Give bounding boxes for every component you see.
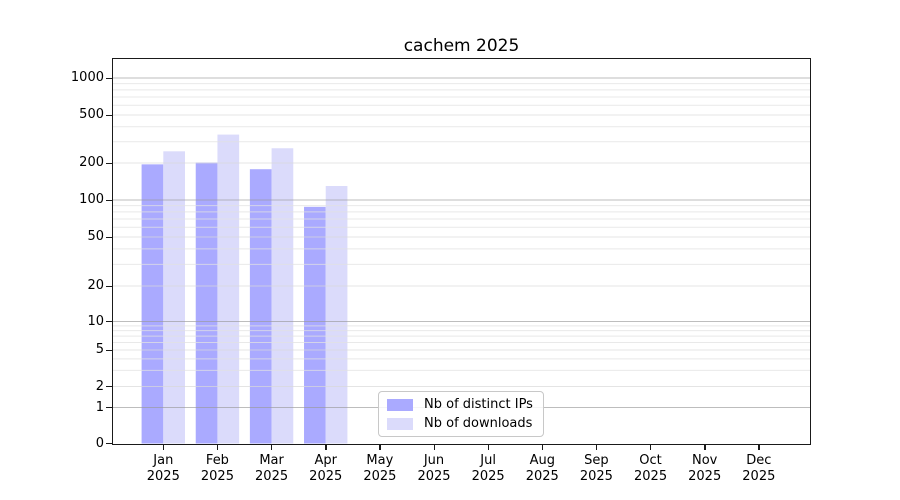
x-tick-mark bbox=[487, 444, 490, 450]
y-tick-label: 500 bbox=[79, 107, 104, 122]
legend-entry-distinct-ips: Nb of distinct IPs bbox=[387, 397, 533, 412]
y-tick-mark bbox=[106, 349, 113, 351]
legend-label-distinct-ips: Nb of distinct IPs bbox=[424, 397, 533, 412]
x-tick-label: Nov 2025 bbox=[688, 453, 722, 484]
y-tick-label: 1 bbox=[95, 399, 104, 415]
x-tick-label: Jul 2025 bbox=[471, 453, 505, 484]
x-tick-mark bbox=[162, 444, 165, 450]
y-tick-label: 100 bbox=[79, 192, 104, 207]
bar bbox=[141, 164, 164, 444]
x-tick-mark bbox=[216, 444, 219, 450]
bar bbox=[195, 162, 218, 444]
y-tick-label: 20 bbox=[87, 278, 104, 293]
y-tick-mark bbox=[106, 285, 113, 287]
x-tick-label: Jun 2025 bbox=[417, 453, 451, 484]
legend-label-downloads: Nb of downloads bbox=[424, 416, 533, 431]
chart-title: cachem 2025 bbox=[403, 36, 520, 56]
x-tick-label: Dec 2025 bbox=[742, 453, 776, 484]
plot-area bbox=[113, 77, 810, 444]
x-tick-mark bbox=[379, 444, 381, 450]
y-tick-mark bbox=[106, 443, 113, 445]
y-tick-mark bbox=[106, 407, 113, 409]
y-tick-mark bbox=[106, 114, 113, 116]
x-tick-label: Apr 2025 bbox=[309, 453, 343, 484]
legend-swatch-distinct-ips bbox=[387, 398, 413, 411]
x-tick-mark bbox=[595, 444, 598, 450]
y-tick-label: 5 bbox=[95, 342, 104, 357]
x-tick-mark bbox=[271, 444, 273, 450]
x-tick-label: Feb 2025 bbox=[200, 453, 234, 484]
legend-entry-downloads: Nb of downloads bbox=[387, 416, 533, 431]
x-tick-mark bbox=[433, 444, 435, 450]
x-tick-label: Oct 2025 bbox=[634, 453, 668, 484]
y-tick-mark bbox=[106, 199, 113, 201]
bar bbox=[163, 151, 185, 444]
y-tick-mark bbox=[106, 162, 113, 164]
legend: Nb of distinct IPs Nb of downloads bbox=[378, 391, 544, 437]
y-tick-label: 2 bbox=[95, 378, 104, 394]
x-tick-label: Jan 2025 bbox=[146, 453, 180, 484]
y-tick-mark bbox=[106, 386, 113, 388]
x-tick-mark bbox=[650, 444, 652, 450]
x-tick-label: Aug 2025 bbox=[525, 453, 559, 484]
y-tick-label: 200 bbox=[79, 155, 104, 170]
bar bbox=[271, 148, 294, 444]
y-tick-mark bbox=[106, 236, 113, 238]
x-tick-label: Sep 2025 bbox=[579, 453, 613, 484]
legend-swatch-downloads bbox=[387, 417, 413, 430]
bar bbox=[304, 206, 326, 444]
x-tick-label: May 2025 bbox=[363, 453, 397, 484]
x-tick-mark bbox=[758, 444, 760, 450]
y-tick-mark bbox=[106, 77, 113, 79]
bar bbox=[249, 169, 272, 444]
x-tick-mark bbox=[541, 444, 544, 450]
x-tick-mark bbox=[704, 444, 706, 450]
bar bbox=[217, 134, 240, 444]
y-tick-label: 50 bbox=[87, 229, 104, 244]
y-tick-label: 10 bbox=[87, 313, 104, 329]
y-tick-mark bbox=[106, 321, 113, 323]
x-tick-label: Mar 2025 bbox=[255, 453, 289, 484]
x-tick-mark bbox=[325, 444, 327, 450]
bar bbox=[325, 185, 348, 444]
y-tick-label: 1000 bbox=[70, 70, 104, 85]
y-tick-label: 0 bbox=[95, 435, 104, 451]
